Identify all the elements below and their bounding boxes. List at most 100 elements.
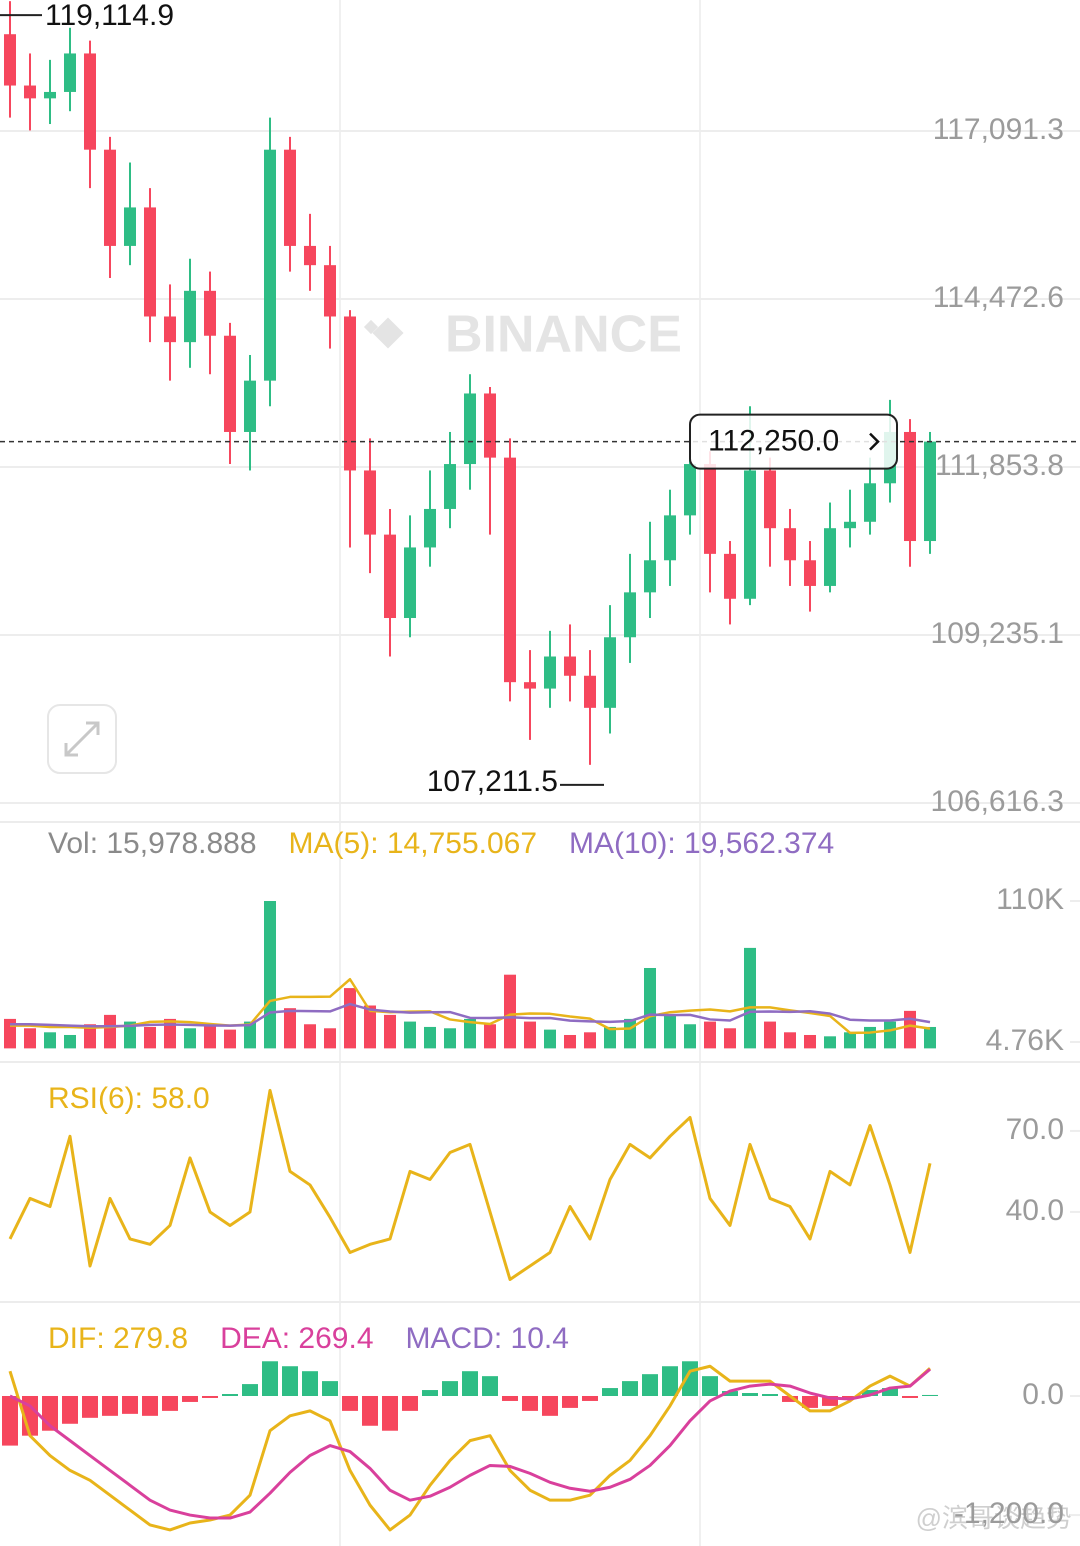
volume-bar bbox=[844, 1032, 856, 1049]
candle-body bbox=[444, 464, 456, 509]
volume-bar bbox=[784, 1032, 796, 1049]
last-price-label: 112,250.0 bbox=[708, 425, 839, 458]
volume-bar bbox=[344, 988, 356, 1049]
volume-bar bbox=[284, 1008, 296, 1049]
macd-bar bbox=[582, 1395, 598, 1401]
macd-bar bbox=[182, 1395, 198, 1402]
volume-bar bbox=[304, 1024, 316, 1049]
candle-body bbox=[84, 53, 96, 150]
candle-body bbox=[924, 441, 936, 542]
y-tick-label: 70.0 bbox=[1006, 1113, 1064, 1146]
volume-bar bbox=[824, 1036, 836, 1049]
volume-bar bbox=[564, 1034, 576, 1049]
candle-body bbox=[4, 34, 16, 86]
volume-bar bbox=[464, 1018, 476, 1049]
candle-body bbox=[544, 656, 556, 689]
candle-body bbox=[804, 560, 816, 586]
volume-bar bbox=[144, 1026, 156, 1049]
volume-bar bbox=[324, 1028, 336, 1049]
volume-bar bbox=[224, 1029, 236, 1049]
watermark: BINANCE bbox=[445, 306, 682, 364]
macd-bar bbox=[722, 1391, 738, 1396]
candle-body bbox=[44, 91, 56, 99]
macd-bar bbox=[302, 1371, 318, 1396]
candle-body bbox=[784, 528, 796, 561]
volume-bar bbox=[744, 947, 756, 1049]
candle-body bbox=[524, 682, 536, 689]
y-tick-label: 0.0 bbox=[1022, 1378, 1064, 1411]
volume-bar bbox=[44, 1032, 56, 1049]
candle-body bbox=[824, 528, 836, 586]
macd-bar bbox=[902, 1395, 918, 1398]
y-tick-label: 114,472.6 bbox=[933, 281, 1064, 314]
candle-body bbox=[644, 560, 656, 593]
volume-bar bbox=[504, 974, 516, 1049]
macd-bar bbox=[342, 1395, 358, 1411]
candle-body bbox=[364, 470, 376, 535]
candle-body bbox=[624, 592, 636, 638]
macd-bar bbox=[882, 1388, 898, 1396]
macd-bar bbox=[102, 1395, 118, 1416]
macd-bar bbox=[522, 1395, 538, 1411]
candle-body bbox=[184, 290, 196, 343]
binance-logo bbox=[363, 317, 404, 349]
y-tick-label: 110K bbox=[996, 883, 1064, 916]
series-line bbox=[9, 1368, 931, 1520]
y-tick-label: 111,853.8 bbox=[935, 449, 1064, 482]
candle-body bbox=[64, 53, 76, 92]
volume-bar bbox=[424, 1026, 436, 1049]
expand-button[interactable] bbox=[47, 704, 117, 774]
candle-body bbox=[164, 316, 176, 343]
macd-bar bbox=[142, 1395, 158, 1416]
candle-body bbox=[764, 470, 776, 529]
volume-bar bbox=[584, 1032, 596, 1049]
macd-bar bbox=[622, 1381, 638, 1396]
volume-bar bbox=[764, 1021, 776, 1049]
candle-body bbox=[424, 508, 436, 548]
legend-entry: DIF: 279.8 bbox=[48, 1322, 188, 1355]
candle-body bbox=[464, 393, 476, 465]
candle-body bbox=[144, 207, 156, 317]
volume-bar bbox=[664, 1014, 676, 1049]
candle-body bbox=[844, 521, 856, 529]
macd-bar bbox=[542, 1395, 558, 1416]
macd-bar bbox=[262, 1361, 278, 1396]
candle-body bbox=[904, 431, 916, 542]
macd-bar bbox=[862, 1390, 878, 1396]
candle-body bbox=[304, 245, 316, 266]
macd-bar bbox=[842, 1395, 858, 1398]
legend-entry: MA(5): 14,755.067 bbox=[289, 827, 537, 860]
volume-bar bbox=[544, 1029, 556, 1049]
candle-body bbox=[324, 265, 336, 317]
volume-bar bbox=[804, 1034, 816, 1049]
legend-entry: MA(10): 19,562.374 bbox=[569, 827, 834, 860]
footer-watermark: @滨哥谈趋势 bbox=[916, 1503, 1072, 1533]
macd-bar bbox=[462, 1371, 478, 1396]
volume-bar bbox=[384, 1014, 396, 1049]
macd-bar bbox=[442, 1381, 458, 1396]
legend-entry: Vol: 15,978.888 bbox=[48, 827, 257, 860]
candle-body bbox=[404, 547, 416, 619]
y-tick-label: 109,235.1 bbox=[931, 617, 1064, 650]
macd-bar bbox=[822, 1395, 838, 1406]
volume-bar bbox=[444, 1028, 456, 1049]
y-tick-label: 40.0 bbox=[1006, 1194, 1064, 1227]
candle-body bbox=[24, 85, 36, 99]
volume-bar bbox=[624, 1018, 636, 1049]
macd-bar bbox=[322, 1381, 338, 1396]
candle-body bbox=[244, 380, 256, 432]
candle-body bbox=[384, 534, 396, 619]
macd-bar bbox=[662, 1366, 678, 1396]
macd-bar bbox=[242, 1384, 258, 1396]
volume-bar bbox=[124, 1021, 136, 1049]
volume-bar bbox=[64, 1034, 76, 1049]
candle-body bbox=[604, 637, 616, 708]
y-tick-label: -1,200.0 bbox=[954, 1497, 1064, 1530]
volume-bar bbox=[184, 1028, 196, 1049]
volume-bar bbox=[924, 1026, 936, 1049]
volume-bar bbox=[104, 1014, 116, 1049]
candle-body bbox=[124, 207, 136, 246]
macd-bar bbox=[562, 1395, 578, 1408]
y-tick-label: 106,616.3 bbox=[931, 785, 1064, 818]
